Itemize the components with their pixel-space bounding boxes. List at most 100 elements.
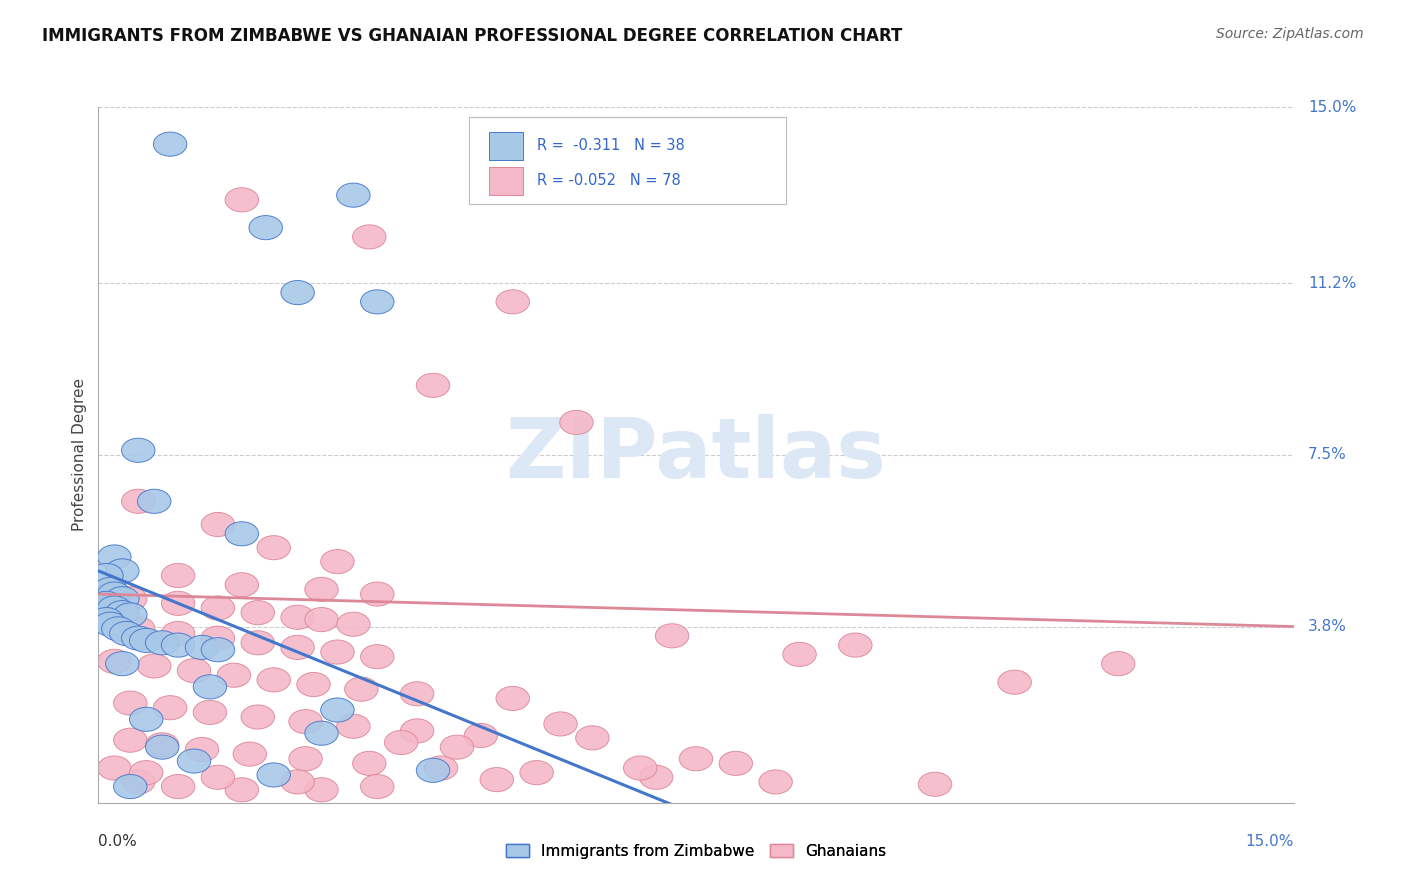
Ellipse shape: [336, 612, 370, 636]
Ellipse shape: [201, 765, 235, 789]
FancyBboxPatch shape: [470, 118, 786, 204]
Text: IMMIGRANTS FROM ZIMBABWE VS GHANAIAN PROFESSIONAL DEGREE CORRELATION CHART: IMMIGRANTS FROM ZIMBABWE VS GHANAIAN PRO…: [42, 27, 903, 45]
Ellipse shape: [129, 628, 163, 653]
Ellipse shape: [249, 216, 283, 240]
Ellipse shape: [201, 512, 235, 537]
Ellipse shape: [416, 758, 450, 782]
Ellipse shape: [121, 626, 155, 650]
Ellipse shape: [240, 705, 274, 729]
Ellipse shape: [97, 756, 131, 780]
Ellipse shape: [186, 635, 219, 659]
Ellipse shape: [353, 751, 387, 775]
Text: 7.5%: 7.5%: [1308, 448, 1347, 462]
Ellipse shape: [90, 564, 124, 588]
Ellipse shape: [336, 714, 370, 739]
Ellipse shape: [240, 600, 274, 624]
Ellipse shape: [718, 751, 752, 775]
Ellipse shape: [114, 774, 148, 798]
Ellipse shape: [321, 549, 354, 574]
Ellipse shape: [401, 681, 434, 706]
Ellipse shape: [440, 735, 474, 759]
Text: 15.0%: 15.0%: [1246, 834, 1294, 849]
Ellipse shape: [177, 749, 211, 773]
Ellipse shape: [281, 770, 315, 794]
Ellipse shape: [288, 709, 322, 734]
Ellipse shape: [240, 631, 274, 655]
Ellipse shape: [121, 770, 155, 794]
Ellipse shape: [186, 738, 219, 762]
Ellipse shape: [105, 651, 139, 676]
Ellipse shape: [217, 663, 250, 688]
Ellipse shape: [201, 626, 235, 650]
Ellipse shape: [305, 721, 339, 746]
Ellipse shape: [479, 767, 513, 792]
Ellipse shape: [425, 756, 458, 780]
Ellipse shape: [162, 774, 195, 798]
Ellipse shape: [575, 726, 609, 750]
Ellipse shape: [162, 591, 195, 615]
Legend: Immigrants from Zimbabwe, Ghanaians: Immigrants from Zimbabwe, Ghanaians: [499, 838, 893, 864]
Ellipse shape: [655, 624, 689, 648]
Ellipse shape: [162, 633, 195, 657]
Ellipse shape: [520, 761, 554, 785]
Ellipse shape: [121, 489, 155, 514]
Ellipse shape: [321, 640, 354, 665]
Ellipse shape: [305, 577, 339, 601]
Y-axis label: Professional Degree: Professional Degree: [72, 378, 87, 532]
Ellipse shape: [321, 698, 354, 723]
Ellipse shape: [1101, 651, 1135, 676]
Text: R = -0.052   N = 78: R = -0.052 N = 78: [537, 174, 681, 188]
Ellipse shape: [162, 564, 195, 588]
Ellipse shape: [360, 645, 394, 669]
Ellipse shape: [305, 778, 339, 802]
Ellipse shape: [114, 587, 148, 611]
Ellipse shape: [305, 607, 339, 632]
Ellipse shape: [288, 747, 322, 771]
Ellipse shape: [623, 756, 657, 780]
Ellipse shape: [201, 638, 235, 662]
Ellipse shape: [193, 674, 226, 699]
Ellipse shape: [153, 696, 187, 720]
Ellipse shape: [679, 747, 713, 771]
Ellipse shape: [121, 616, 155, 641]
Ellipse shape: [225, 522, 259, 546]
Ellipse shape: [162, 622, 195, 646]
Ellipse shape: [138, 489, 172, 514]
Ellipse shape: [759, 770, 793, 794]
Ellipse shape: [105, 587, 139, 611]
FancyBboxPatch shape: [489, 132, 523, 160]
Ellipse shape: [496, 686, 530, 711]
Text: 11.2%: 11.2%: [1308, 276, 1357, 291]
Text: 3.8%: 3.8%: [1308, 619, 1347, 634]
FancyBboxPatch shape: [489, 167, 523, 195]
Ellipse shape: [105, 558, 139, 583]
Ellipse shape: [257, 535, 291, 560]
Ellipse shape: [281, 635, 315, 659]
Ellipse shape: [464, 723, 498, 747]
Ellipse shape: [640, 765, 673, 789]
Ellipse shape: [129, 761, 163, 785]
Text: ZIPatlas: ZIPatlas: [506, 415, 886, 495]
Ellipse shape: [201, 596, 235, 620]
Ellipse shape: [94, 577, 127, 601]
Text: R =  -0.311   N = 38: R = -0.311 N = 38: [537, 138, 685, 153]
Ellipse shape: [97, 596, 131, 620]
Ellipse shape: [281, 280, 315, 305]
Ellipse shape: [177, 658, 211, 682]
Ellipse shape: [145, 735, 179, 759]
Ellipse shape: [360, 290, 394, 314]
Ellipse shape: [544, 712, 578, 736]
Ellipse shape: [138, 654, 172, 678]
Ellipse shape: [360, 774, 394, 798]
Ellipse shape: [998, 670, 1032, 694]
Ellipse shape: [225, 778, 259, 802]
Text: 15.0%: 15.0%: [1308, 100, 1357, 114]
Text: Source: ZipAtlas.com: Source: ZipAtlas.com: [1216, 27, 1364, 41]
Ellipse shape: [496, 290, 530, 314]
Ellipse shape: [97, 582, 131, 607]
Ellipse shape: [297, 673, 330, 697]
Ellipse shape: [110, 622, 143, 646]
Ellipse shape: [90, 607, 124, 632]
Ellipse shape: [193, 700, 226, 724]
Ellipse shape: [257, 763, 291, 787]
